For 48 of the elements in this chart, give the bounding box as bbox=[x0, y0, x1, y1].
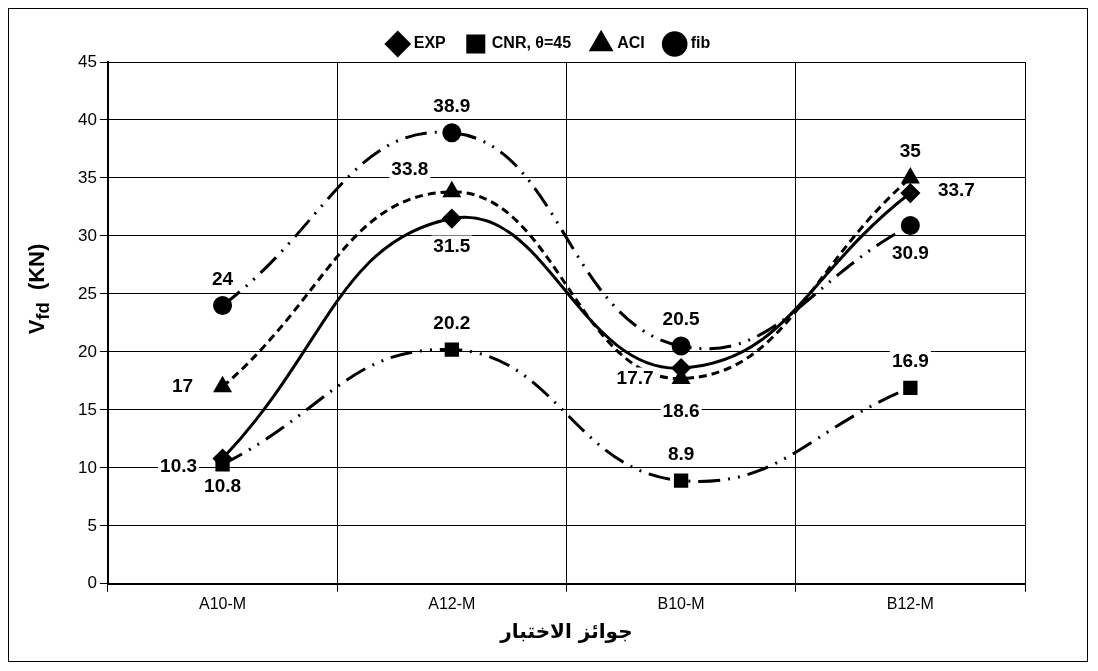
data-label: 35 bbox=[899, 140, 922, 162]
point bbox=[442, 123, 462, 143]
x-tick-label: B10-M bbox=[657, 594, 705, 612]
point bbox=[671, 358, 691, 378]
y-tick-label: 15 bbox=[77, 399, 97, 419]
y-tick-label: 35 bbox=[77, 167, 97, 187]
data-label: 38.9 bbox=[433, 94, 471, 116]
y-tick-label: 20 bbox=[77, 341, 97, 361]
data-label: 20.2 bbox=[433, 311, 471, 333]
y-tick-label: 45 bbox=[77, 51, 97, 71]
legend-label: EXP bbox=[413, 34, 447, 52]
data-label: 31.5 bbox=[433, 234, 471, 256]
data-label: 33.8 bbox=[391, 158, 429, 180]
data-label: 10.8 bbox=[204, 474, 242, 496]
data-label: 17.7 bbox=[616, 366, 654, 388]
point bbox=[900, 216, 920, 235]
y-tick-label: 40 bbox=[77, 109, 97, 129]
legend-label: fib bbox=[690, 34, 711, 52]
x-tick-label: A12-M bbox=[428, 594, 476, 612]
legend-label: ACI bbox=[617, 34, 645, 52]
data-label: 20.5 bbox=[662, 308, 701, 330]
point bbox=[671, 336, 691, 356]
point bbox=[903, 380, 918, 395]
data-label: 10.3 bbox=[160, 454, 198, 476]
data-label: 18.6 bbox=[662, 400, 700, 422]
x-tick-label: B12-M bbox=[886, 594, 934, 612]
data-label: 17 bbox=[171, 374, 194, 396]
data-label: 24 bbox=[211, 267, 234, 289]
y-tick-label: 30 bbox=[77, 225, 97, 245]
y-tick-label: 10 bbox=[77, 457, 97, 477]
point bbox=[214, 377, 231, 393]
legend-label: CNR, θ=45 bbox=[491, 34, 572, 52]
data-label: 16.9 bbox=[891, 350, 929, 372]
point bbox=[901, 168, 919, 184]
point bbox=[900, 183, 920, 203]
x-tick-label: A10-M bbox=[198, 594, 247, 612]
data-label: 8.9 bbox=[667, 442, 695, 464]
data-label: 33.7 bbox=[937, 179, 975, 201]
point bbox=[442, 209, 462, 229]
y-tick-label: 25 bbox=[77, 283, 97, 303]
point bbox=[444, 342, 459, 357]
point bbox=[673, 473, 689, 488]
y-tick-label: 5 bbox=[87, 515, 97, 535]
x-axis-title: جوائز الاختبار bbox=[499, 619, 633, 644]
point bbox=[213, 296, 233, 316]
point bbox=[443, 182, 461, 198]
y-tick-label: 0 bbox=[87, 573, 97, 593]
data-label: 30.9 bbox=[891, 241, 929, 263]
